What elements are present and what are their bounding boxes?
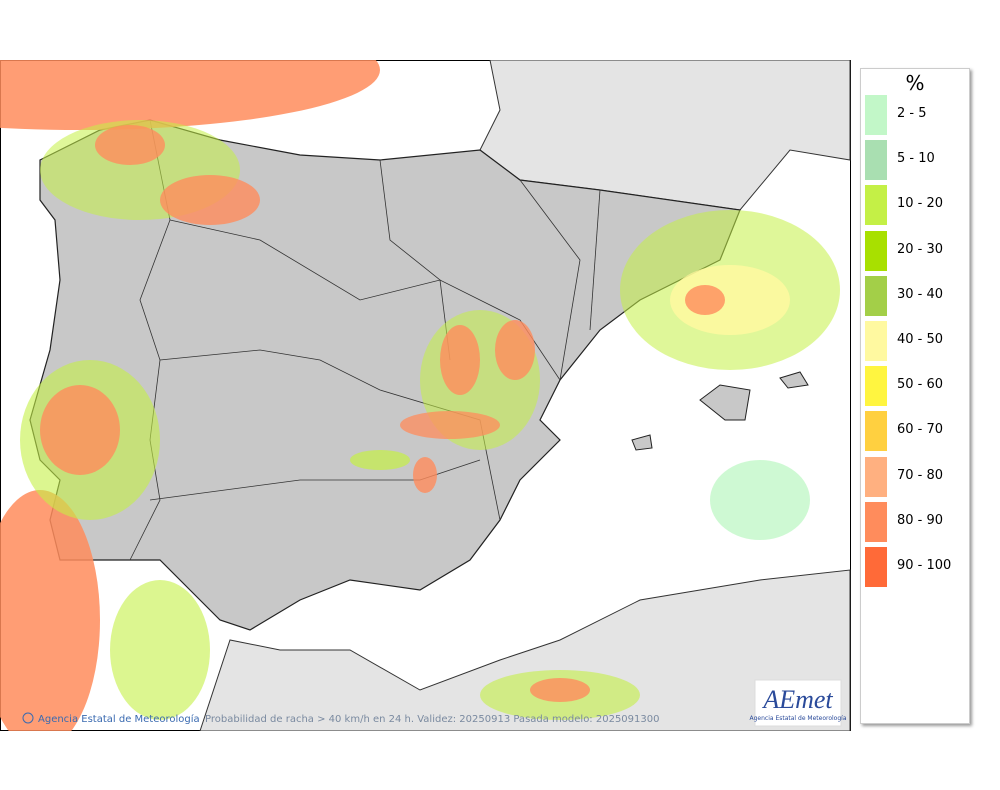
- field-blob: [685, 285, 725, 315]
- field-blob: [670, 265, 790, 335]
- legend-swatch: [865, 411, 887, 452]
- legend-label: 2 - 5: [897, 106, 927, 121]
- legend-swatch: [865, 456, 887, 497]
- copyright-icon: [22, 712, 34, 724]
- border: [149, 459, 481, 501]
- field-blob: [40, 385, 120, 475]
- menorca: [779, 371, 809, 389]
- logo-subtitle: Agencia Estatal de Meteorología: [750, 715, 847, 722]
- border: [519, 179, 581, 381]
- legend-swatch: [865, 366, 887, 407]
- field-blob: [400, 411, 500, 439]
- legend-item: 5 - 10: [865, 140, 965, 181]
- field-blob: [440, 325, 480, 395]
- legend-label: 60 - 70: [897, 422, 944, 438]
- legend-swatch: [865, 140, 887, 181]
- legend-swatch: [865, 321, 887, 361]
- legend-item: 2 - 5: [865, 95, 965, 135]
- legend-swatch: [865, 501, 887, 542]
- field-blob: [160, 175, 260, 225]
- probability-field: [0, 60, 840, 731]
- logo-box: [754, 679, 842, 727]
- legend-label: 70 - 80: [897, 467, 944, 483]
- field-blob: [95, 125, 165, 165]
- legend-title: %: [905, 71, 925, 95]
- border: [379, 159, 451, 361]
- legend-item: 80 - 90: [865, 501, 965, 542]
- legend-item: 10 - 20: [865, 185, 965, 226]
- legend-label: 80 - 90: [897, 512, 944, 528]
- legend-label: 30 - 40: [897, 286, 944, 302]
- mallorca: [699, 384, 751, 421]
- legend-item: 60 - 70: [865, 411, 965, 452]
- legend-item: 40 - 50: [865, 321, 965, 361]
- legend-swatch: [865, 547, 887, 587]
- legend-label: 10 - 20: [897, 196, 944, 212]
- field-blob: [495, 320, 535, 380]
- footer-caption: Probabilidad de racha > 40 km/h en 24 h.…: [205, 714, 659, 725]
- field-blob: [0, 60, 380, 130]
- legend-swatch: [865, 230, 887, 271]
- map: Agencia Estatal de Meteorología Probabil…: [0, 60, 851, 731]
- ibiza: [631, 434, 653, 451]
- legend-label: 20 - 30: [897, 241, 944, 257]
- legend-label: 5 - 10: [897, 151, 935, 167]
- legend: % 2 - 5 5 - 10 10 - 20 20 - 30 30 - 40 40 - 5…: [860, 68, 970, 724]
- legend-label: 40 - 50: [897, 332, 944, 347]
- legend-label: 90 - 100: [897, 558, 952, 573]
- field-blob: [530, 678, 590, 702]
- legend-item: 30 - 40: [865, 275, 965, 316]
- field-blob: [413, 457, 437, 493]
- legend-swatch: [865, 95, 887, 135]
- legend-item: 70 - 80: [865, 456, 965, 497]
- border: [589, 189, 601, 331]
- field-blob: [710, 460, 810, 540]
- legend-item: 20 - 30: [865, 230, 965, 271]
- legend-item: 90 - 100: [865, 547, 965, 587]
- footer-left: Agencia Estatal de Meteorología: [38, 713, 200, 725]
- field-blob: [0, 490, 100, 731]
- africa: [199, 569, 851, 731]
- legend-item: 50 - 60: [865, 366, 965, 407]
- field-blob: [350, 450, 410, 470]
- legend-swatch: [865, 275, 887, 316]
- logo-name: AEmet: [761, 685, 833, 714]
- legend-label: 50 - 60: [897, 377, 944, 393]
- field-blob: [110, 580, 210, 720]
- legend-swatch: [865, 185, 887, 226]
